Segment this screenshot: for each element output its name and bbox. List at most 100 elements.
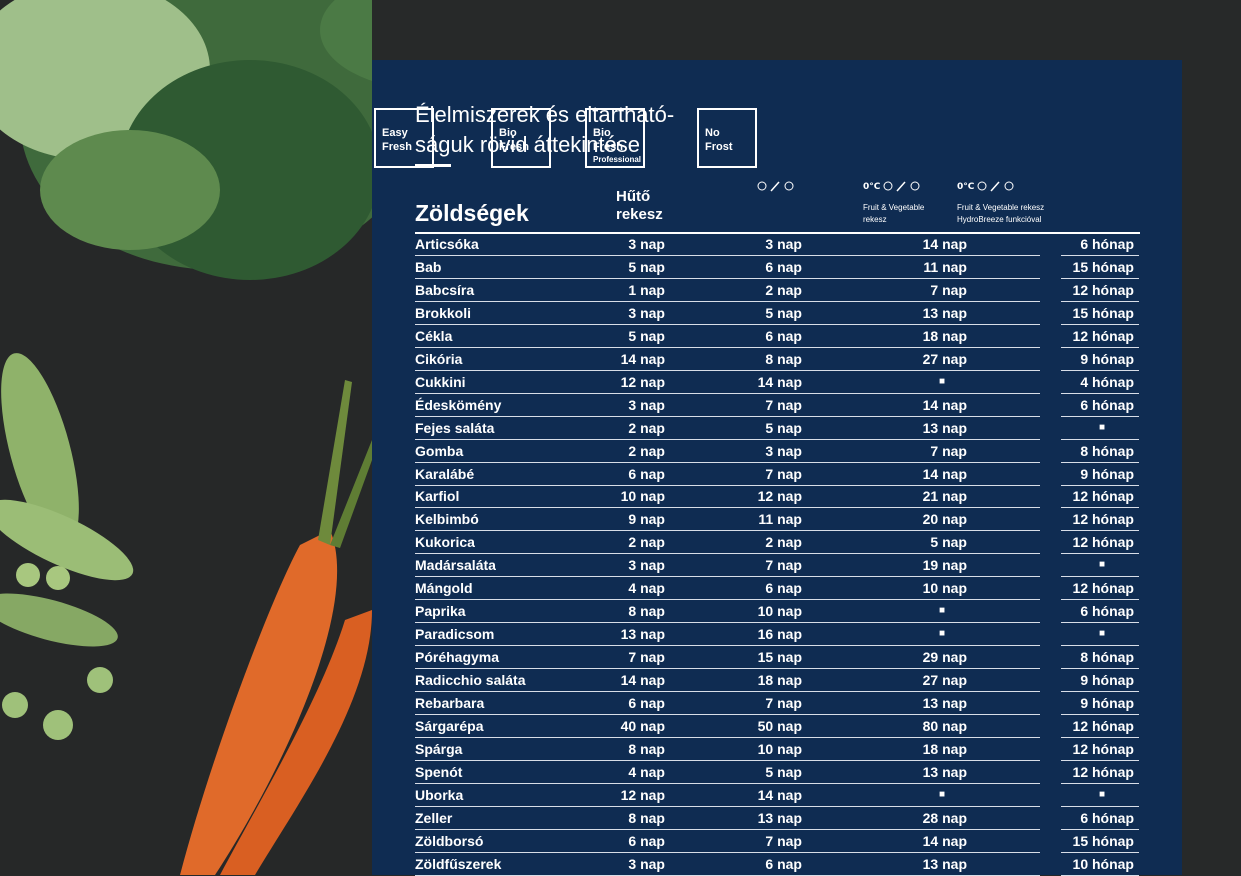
row-label: Brokkoli: [415, 304, 472, 321]
storage-time: 12 hónap: [1072, 488, 1134, 505]
storage-time: 9 nap: [628, 511, 665, 528]
row-rule: [415, 782, 1040, 784]
row-rule: [1061, 828, 1139, 830]
badge-line: Frost: [705, 141, 733, 153]
storage-time: 14 nap: [922, 832, 967, 849]
row-rule: [1061, 622, 1139, 624]
storage-time: 6 hónap: [1080, 809, 1134, 826]
row-rule: [415, 759, 1040, 761]
temperature-label: 0°C: [863, 181, 881, 192]
storage-time: 18 nap: [922, 327, 967, 344]
row-label: Uborka: [415, 786, 464, 803]
storage-time: 14 nap: [922, 465, 967, 482]
badge-line: No: [705, 127, 720, 139]
storage-time: 4 nap: [628, 580, 665, 597]
badge-line: Fresh: [382, 141, 412, 153]
section-title: Zöldségek: [415, 200, 529, 226]
storage-time: 15 hónap: [1072, 832, 1134, 849]
storage-time: 4 nap: [628, 763, 665, 780]
storage-time: 6 hónap: [1080, 603, 1134, 620]
row-label: Paradicsom: [415, 626, 495, 643]
row-rule: [1061, 530, 1139, 532]
row-label: Babcsíra: [415, 281, 475, 298]
storage-time: 7 nap: [765, 695, 802, 711]
icon-row: 0°C: [957, 180, 1017, 192]
storage-time: 13 nap: [922, 695, 967, 711]
row-rule: [415, 346, 1040, 348]
storage-time: 7 nap: [765, 396, 802, 413]
row-rule: [415, 576, 1040, 578]
row-rule: [415, 668, 1040, 670]
compartment-note: Fruit & Vegetable rekesz HydroBreeze funk…: [957, 202, 1044, 226]
storage-time: 5 nap: [765, 419, 802, 436]
storage-time: 6 nap: [765, 327, 802, 344]
row-rule: [1061, 759, 1139, 761]
storage-time: 14 nap: [922, 396, 967, 413]
row-rule: [415, 300, 1040, 302]
row-label: Édeskömény: [415, 396, 502, 413]
row-label: Spenót: [415, 763, 463, 780]
storage-time: 3 nap: [628, 236, 665, 252]
storage-time: 27 nap: [922, 672, 967, 689]
icon-row: [757, 180, 797, 192]
row-rule: [1061, 392, 1139, 394]
row-label: Zeller: [415, 809, 453, 826]
row-rule: [415, 828, 1040, 830]
row-rule: [415, 369, 1040, 371]
row-rule: [1061, 805, 1139, 807]
storage-time: 2 nap: [765, 534, 802, 551]
carrots: [180, 380, 372, 875]
row-rule: [415, 392, 1040, 394]
storage-time: 6 nap: [628, 465, 665, 482]
storage-time: 7 nap: [765, 832, 802, 849]
storage-time: 80 nap: [922, 717, 967, 734]
row-rule: [1061, 300, 1139, 302]
row-rule: [415, 277, 1040, 279]
storage-time: 3 nap: [628, 304, 665, 321]
title: Élelmiszerek és eltartható- ságuk rövid …: [415, 100, 674, 160]
storage-time: 14 nap: [620, 350, 665, 367]
row-rule: [1061, 691, 1139, 693]
note-line: Fruit & Vegetable: [863, 203, 925, 212]
badge-line: Fresh: [593, 141, 623, 153]
row-rule: [1061, 714, 1139, 715]
row-rule: [415, 438, 1040, 440]
storage-time: 7 nap: [628, 649, 665, 666]
row-label: Cukkini: [415, 373, 466, 390]
storage-time: 10 nap: [757, 740, 802, 757]
row-rule: [1061, 668, 1139, 670]
storage-time: 13 nap: [922, 855, 967, 872]
row-rule: [415, 805, 1040, 807]
row-rule: [1061, 484, 1139, 486]
storage-time: 14 nap: [757, 786, 802, 803]
storage-time: 50 nap: [757, 717, 802, 734]
storage-time: 6 hónap: [1080, 396, 1134, 413]
storage-time: 12 hónap: [1072, 717, 1134, 734]
storage-time: ■: [1099, 628, 1106, 640]
storage-time: 12 hónap: [1072, 511, 1134, 528]
storage-table-panel: Élelmiszerek és eltartható- ságuk rövid …: [372, 60, 1182, 876]
storage-time: 3 nap: [628, 855, 665, 872]
storage-time: 13 nap: [922, 763, 967, 780]
row-rule: [415, 323, 1040, 325]
storage-time: 13 nap: [757, 809, 802, 826]
row-rule: [1061, 851, 1139, 853]
row-rule: [415, 691, 1040, 693]
feature-badge: Easy Fresh: [374, 108, 434, 168]
storage-time: 4 hónap: [1080, 373, 1134, 390]
storage-time: 3 nap: [765, 442, 802, 459]
row-label: Sárgarépa: [415, 717, 484, 734]
column-header-line: Hűtő: [616, 188, 651, 205]
icon-row: 0°C: [863, 180, 923, 192]
cabbage: [0, 0, 372, 280]
storage-time: 8 nap: [628, 740, 665, 757]
storage-time: 15 hónap: [1072, 304, 1134, 321]
storage-time: 8 nap: [765, 350, 802, 367]
row-rule: [1061, 576, 1139, 578]
peas: [0, 353, 134, 740]
storage-time: 9 hónap: [1080, 350, 1134, 367]
row-label: Articsóka: [415, 236, 479, 252]
storage-time: 29 nap: [922, 649, 967, 666]
row-rule: [1061, 736, 1139, 738]
